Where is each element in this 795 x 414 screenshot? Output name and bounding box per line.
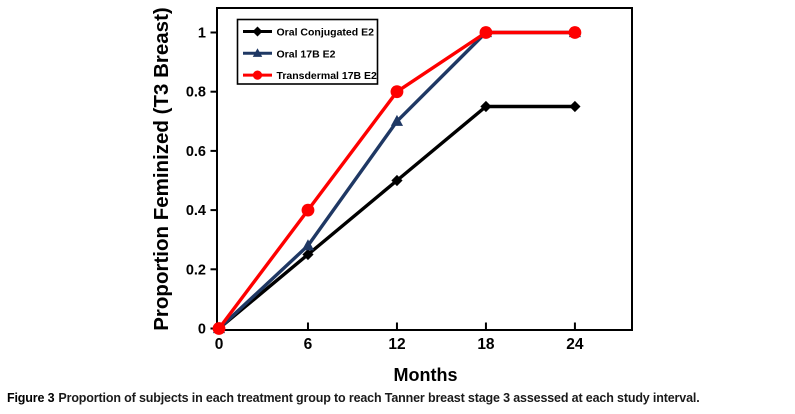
series-marker xyxy=(301,203,315,217)
series-marker xyxy=(569,100,581,113)
series-marker xyxy=(568,26,582,39)
x-tick-label: 18 xyxy=(477,336,495,353)
legend-marker xyxy=(252,26,263,37)
legend-item-label: Oral Conjugated E2 xyxy=(277,27,375,39)
series-marker xyxy=(301,239,315,251)
series-marker xyxy=(212,322,226,335)
legend-marker xyxy=(252,70,263,80)
y-axis-title: Proportion Feminized (T3 Breast) xyxy=(150,7,173,330)
series-marker xyxy=(390,85,404,99)
series-marker xyxy=(390,114,404,126)
x-tick-label: 12 xyxy=(388,336,405,353)
series-marker xyxy=(391,174,403,187)
legend-marker xyxy=(252,48,263,57)
figure-caption: Figure 3 Proportion of subjects in each t… xyxy=(7,391,793,405)
x-tick-label: 24 xyxy=(566,336,584,353)
series-marker xyxy=(302,248,314,261)
y-tick-label: 1 xyxy=(198,26,206,42)
legend-item-label: Transdermal 17B E2 xyxy=(277,70,378,82)
y-tick-label: 0.8 xyxy=(186,85,206,101)
x-tick-label: 0 xyxy=(215,336,224,353)
line-chart: 0 0.2 0.4 0.6 0.8 1 0 6 12 18 24 Proportion Feminiz… xyxy=(150,7,633,385)
series-marker xyxy=(480,100,492,113)
x-axis-title: Months xyxy=(394,365,458,385)
y-tick-label: 0.4 xyxy=(186,203,206,219)
legend-item-label: Oral 17B E2 xyxy=(277,48,336,60)
figure-caption-text: Proportion of subjects in each treatment… xyxy=(58,391,700,405)
y-tick-label: 0.2 xyxy=(186,262,206,278)
figure-caption-label: Figure 3 xyxy=(7,391,55,405)
x-tick-label: 6 xyxy=(304,336,313,353)
y-tick-label: 0 xyxy=(198,322,206,338)
y-tick-label: 0.6 xyxy=(186,144,206,160)
series-marker xyxy=(479,26,493,39)
